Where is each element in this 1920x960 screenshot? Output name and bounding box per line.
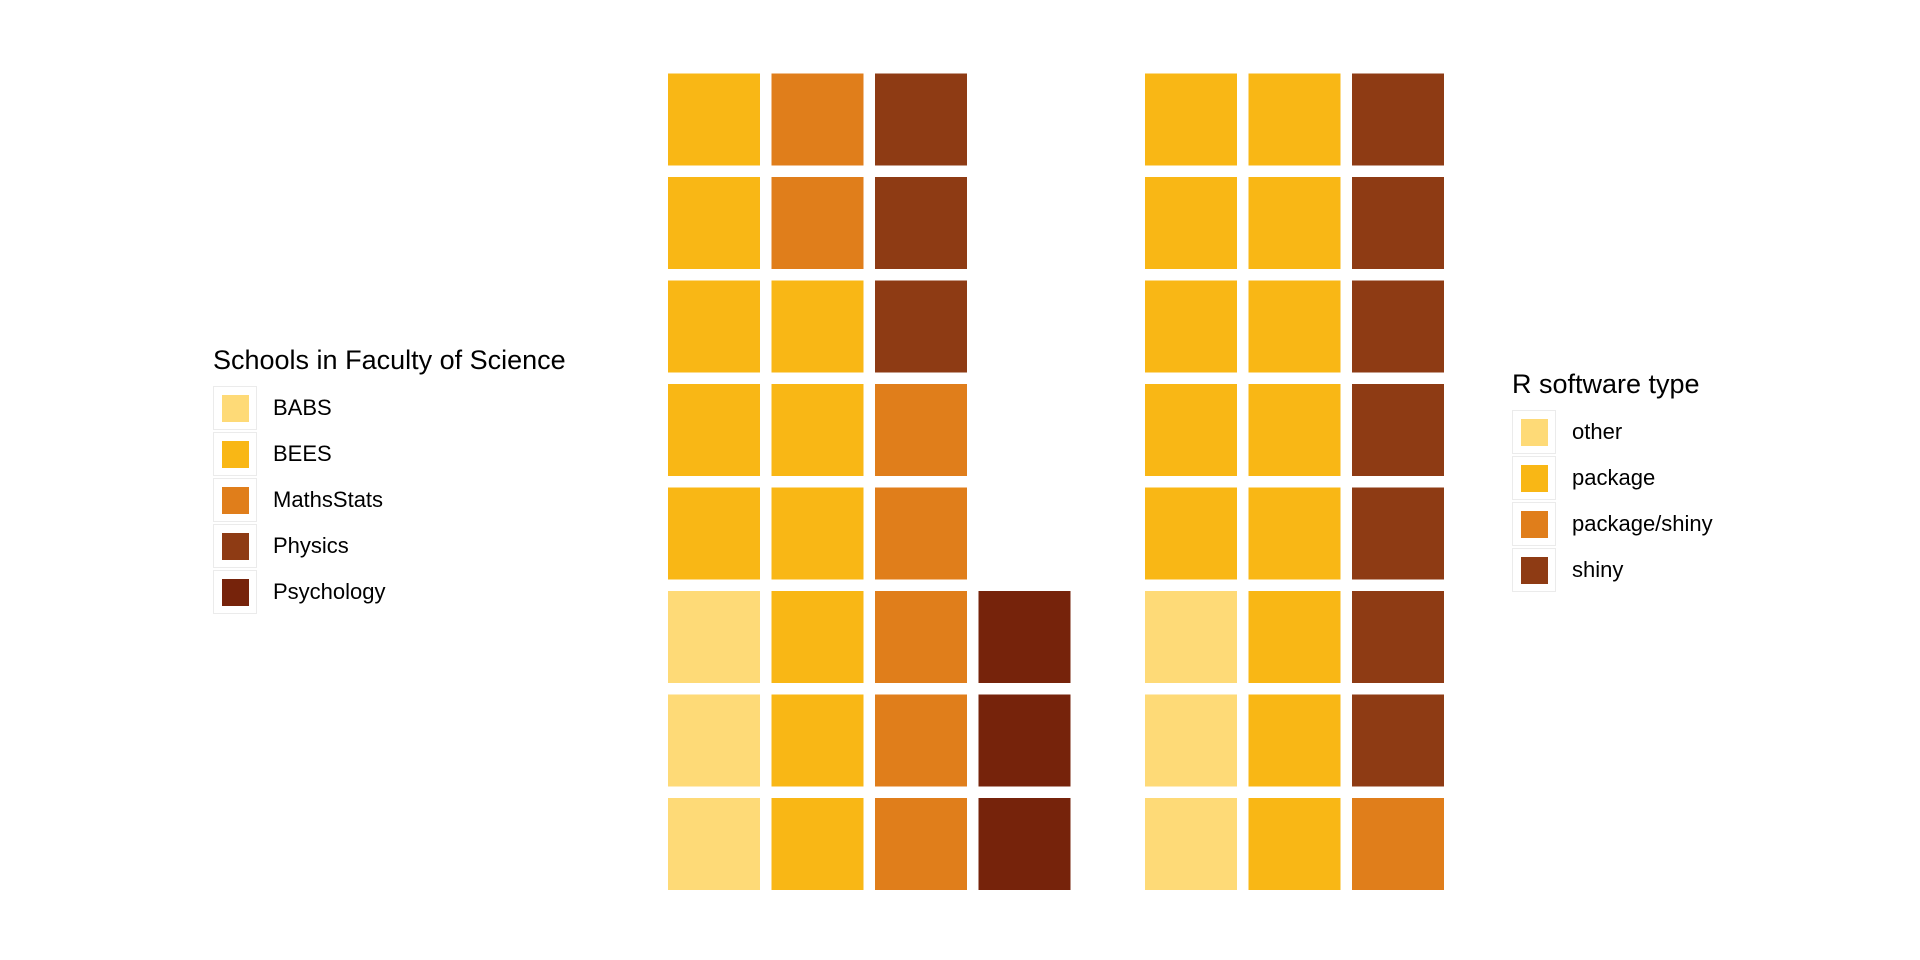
waffle-cell-shiny (1352, 73, 1444, 166)
legend-swatch-shiny (1520, 556, 1548, 584)
waffle-cell-physics (875, 177, 967, 269)
waffle-cell-package (1145, 177, 1237, 269)
legend-label: package/shiny (1572, 511, 1713, 536)
legend-swatch-physics (221, 532, 249, 560)
waffle-software-type (1145, 73, 1444, 890)
waffle-cell-bees (771, 280, 864, 373)
waffle-cell-package-shiny (1352, 798, 1444, 890)
waffle-cell-shiny (1352, 280, 1444, 373)
legend-key (213, 386, 257, 430)
legend-key (1512, 548, 1556, 592)
legend-swatch-other (1520, 418, 1548, 446)
waffle-cell-bees (771, 591, 864, 683)
waffle-cell-package (1248, 798, 1341, 890)
waffle-cell-package (1248, 591, 1341, 683)
legend-item-babs: BABS (213, 385, 566, 431)
legend-label: BEES (273, 441, 332, 466)
waffle-cell-other (1145, 694, 1237, 787)
waffle-cell-package (1145, 487, 1237, 580)
legend-swatch-mathsstats (221, 486, 249, 514)
waffle-cell-other (1145, 591, 1237, 683)
legend-label: Psychology (273, 579, 386, 604)
waffle-cell-package (1248, 177, 1341, 269)
waffle-cell-package (1145, 384, 1237, 476)
legend-label: Physics (273, 533, 349, 558)
legend-swatch-babs (221, 394, 249, 422)
waffle-cell-shiny (1352, 694, 1444, 787)
waffle-cell-bees (771, 384, 864, 476)
legend-item-bees: BEES (213, 431, 566, 477)
waffle-cell-shiny (1352, 591, 1444, 683)
legend-software-type: R software type other package package/sh… (1512, 367, 1713, 593)
legend-title: R software type (1512, 369, 1700, 399)
waffle-cell-bees (771, 487, 864, 580)
legend-label: MathsStats (273, 487, 384, 512)
legend-swatch-psychology (221, 578, 249, 606)
waffle-cell-physics (875, 73, 967, 166)
legend-schools: Schools in Faculty of Science BABS BEES … (213, 343, 566, 615)
waffle-cell-babs (668, 591, 760, 683)
waffle-cell-package (1248, 280, 1341, 373)
legend-label: other (1572, 419, 1623, 444)
waffle-cell-package (1145, 73, 1237, 166)
waffle-cell-psychology (978, 694, 1071, 787)
waffle-cell-bees (668, 280, 760, 373)
waffle-cell-bees (668, 487, 760, 580)
waffle-cell-other (1145, 798, 1237, 890)
waffle-cell-mathsstats (875, 487, 967, 580)
waffle-cell-bees (771, 694, 864, 787)
waffle-cell-bees (668, 177, 760, 269)
waffle-cell-bees (668, 384, 760, 476)
legend-item-psychology: Psychology (213, 569, 566, 615)
waffle-cell-package (1248, 384, 1341, 476)
legend-item-shiny: shiny (1512, 547, 1713, 593)
legend-item-mathsstats: MathsStats (213, 477, 566, 523)
waffle-cell-package (1145, 280, 1237, 373)
legend-label: package (1572, 465, 1656, 490)
waffle-cell-babs (668, 798, 760, 890)
legend-key (213, 478, 257, 522)
legend-key (1512, 410, 1556, 454)
legend-swatch-package-shiny (1520, 510, 1548, 538)
waffle-cell-shiny (1352, 384, 1444, 476)
legend-key (213, 524, 257, 568)
waffle-cell-psychology (978, 798, 1071, 890)
waffle-cell-package (1248, 487, 1341, 580)
legend-key (1512, 456, 1556, 500)
waffle-cell-shiny (1352, 177, 1444, 269)
legend-label: shiny (1572, 557, 1624, 582)
legend-key (213, 432, 257, 476)
waffle-schools (668, 73, 1071, 890)
waffle-cell-mathsstats (875, 591, 967, 683)
waffle-cell-shiny (1352, 487, 1444, 580)
waffle-cell-mathsstats (771, 73, 864, 166)
legend-item-package-shiny: package/shiny (1512, 501, 1713, 547)
waffle-cell-physics (875, 280, 967, 373)
legend-swatch-bees (221, 440, 249, 468)
waffle-cell-psychology (978, 591, 1071, 683)
waffle-cell-mathsstats (875, 798, 967, 890)
waffle-cell-package (1248, 73, 1341, 166)
legend-label: BABS (273, 395, 332, 420)
waffle-cell-package (1248, 694, 1341, 787)
waffle-cell-mathsstats (875, 384, 967, 476)
legend-swatch-package (1520, 464, 1548, 492)
waffle-cell-mathsstats (875, 694, 967, 787)
waffle-cell-bees (771, 798, 864, 890)
waffle-cell-bees (668, 73, 760, 166)
waffle-cell-mathsstats (771, 177, 864, 269)
legend-key (213, 570, 257, 614)
legend-item-other: other (1512, 409, 1713, 455)
legend-key (1512, 502, 1556, 546)
legend-item-physics: Physics (213, 523, 566, 569)
legend-item-package: package (1512, 455, 1713, 501)
legend-title: Schools in Faculty of Science (213, 345, 566, 375)
waffle-cell-babs (668, 694, 760, 787)
